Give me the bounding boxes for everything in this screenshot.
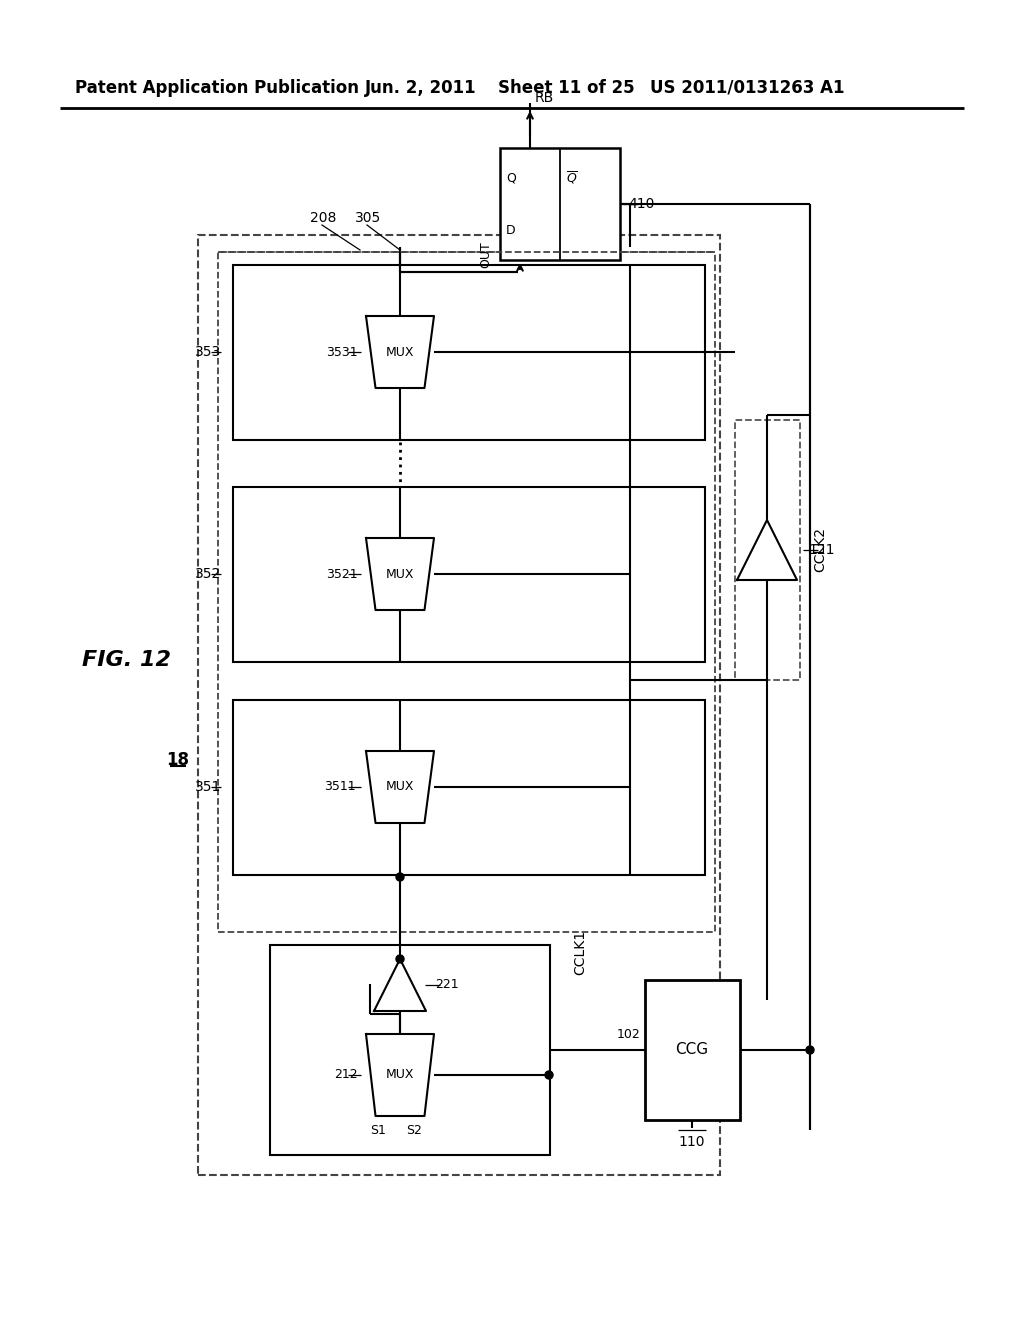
Polygon shape xyxy=(366,315,434,388)
Bar xyxy=(645,979,740,1119)
Bar xyxy=(233,700,705,875)
Circle shape xyxy=(396,873,404,880)
Bar xyxy=(198,235,720,1175)
Circle shape xyxy=(545,1071,553,1078)
Text: MUX: MUX xyxy=(386,780,415,793)
Text: CCLK1: CCLK1 xyxy=(573,929,587,974)
Text: 221: 221 xyxy=(435,978,459,991)
Text: 3511: 3511 xyxy=(325,780,356,793)
Text: 3521: 3521 xyxy=(327,568,358,581)
Polygon shape xyxy=(374,960,426,1011)
Circle shape xyxy=(396,954,404,964)
Text: 212: 212 xyxy=(335,1068,358,1081)
Text: 102: 102 xyxy=(616,1028,640,1041)
Text: S1: S1 xyxy=(370,1125,386,1138)
Text: 110: 110 xyxy=(679,1135,706,1148)
Text: MUX: MUX xyxy=(386,1068,415,1081)
Text: 410: 410 xyxy=(628,197,654,211)
Text: RB: RB xyxy=(535,91,554,106)
Text: 208: 208 xyxy=(310,211,336,224)
Polygon shape xyxy=(737,520,797,579)
Text: D: D xyxy=(506,223,516,236)
Polygon shape xyxy=(366,751,434,822)
Text: US 2011/0131263 A1: US 2011/0131263 A1 xyxy=(650,79,845,96)
Bar xyxy=(233,487,705,663)
Text: MUX: MUX xyxy=(386,346,415,359)
Bar xyxy=(500,148,620,260)
Text: Q: Q xyxy=(506,172,516,185)
Bar xyxy=(270,945,550,1155)
Polygon shape xyxy=(366,1034,434,1115)
Text: FIG. 12: FIG. 12 xyxy=(82,649,171,671)
Circle shape xyxy=(806,1045,814,1053)
Bar xyxy=(218,252,715,932)
Text: Patent Application Publication: Patent Application Publication xyxy=(75,79,359,96)
Polygon shape xyxy=(366,539,434,610)
Text: MUX: MUX xyxy=(386,568,415,581)
Text: 18: 18 xyxy=(167,751,189,770)
Text: 305: 305 xyxy=(355,211,381,224)
Text: 352: 352 xyxy=(195,568,221,581)
Text: CCG: CCG xyxy=(676,1043,709,1057)
Text: 121: 121 xyxy=(808,543,835,557)
Text: Sheet 11 of 25: Sheet 11 of 25 xyxy=(498,79,635,96)
Text: 3531: 3531 xyxy=(327,346,358,359)
Bar xyxy=(735,420,800,680)
Text: CCLK2: CCLK2 xyxy=(813,528,827,573)
Text: 353: 353 xyxy=(195,345,221,359)
Text: 351: 351 xyxy=(195,780,221,795)
Text: Jun. 2, 2011: Jun. 2, 2011 xyxy=(365,79,476,96)
Text: S2: S2 xyxy=(407,1125,422,1138)
Text: OUT: OUT xyxy=(479,242,492,268)
Bar xyxy=(233,265,705,440)
Text: $\overline{Q}$: $\overline{Q}$ xyxy=(566,170,578,186)
